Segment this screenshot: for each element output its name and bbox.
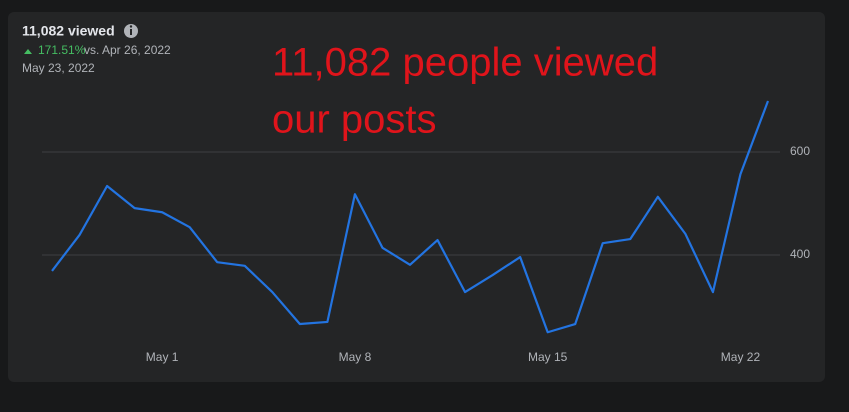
x-tick-label: May 22 [721, 350, 761, 364]
info-stem [130, 29, 132, 35]
annotation-line: our posts [272, 98, 437, 142]
comparison: vs. Apr 26, 2022 [84, 43, 171, 57]
line [51, 100, 770, 334]
annotation-line: 11,082 people viewed [272, 41, 658, 85]
x-tick-label: May 8 [339, 350, 372, 364]
info-dot [129, 25, 133, 28]
up-arrow [24, 49, 32, 54]
x-tick-label: May 15 [528, 350, 568, 364]
plot: 400 600 May 1 May 8 May 15 May 22 [42, 100, 810, 364]
x-tick-label: May 1 [146, 350, 179, 364]
date: May 23, 2022 [22, 61, 95, 75]
y-tick-label: 400 [790, 247, 810, 261]
title: 11,082 viewed [22, 23, 115, 39]
change: 171.51% [38, 43, 86, 57]
card [8, 12, 825, 382]
y-tick-label: 600 [790, 144, 810, 158]
info-icon[interactable] [124, 24, 138, 38]
